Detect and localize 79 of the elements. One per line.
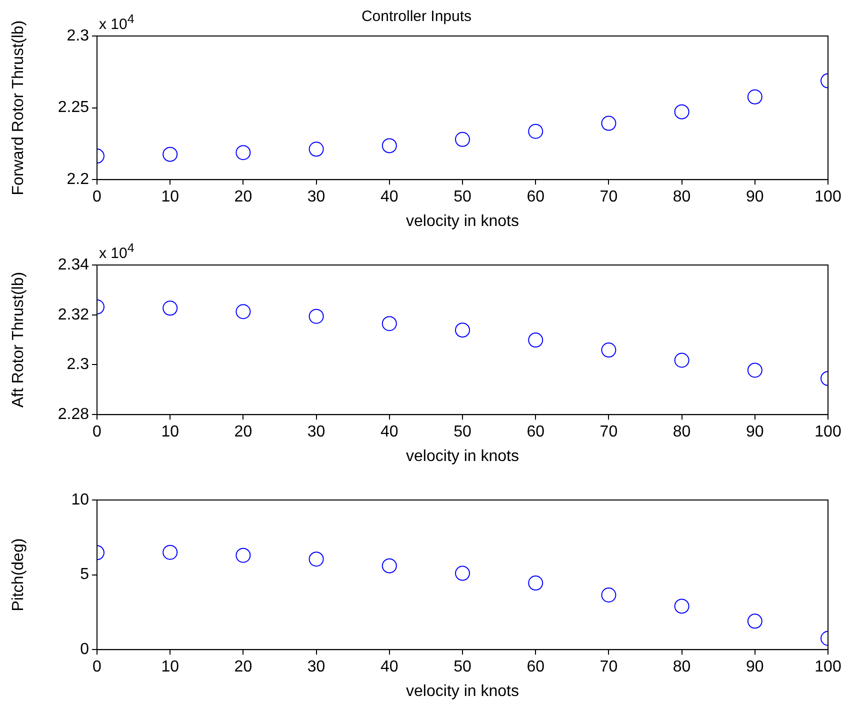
x-tick-label: 100 bbox=[814, 424, 842, 441]
x-tick-label: 40 bbox=[380, 424, 398, 441]
text: x 10$^{4}$ bbox=[99, 12, 134, 33]
point bbox=[528, 576, 544, 591]
point bbox=[528, 124, 544, 139]
point bbox=[455, 132, 470, 147]
point bbox=[455, 566, 470, 581]
x-tick-label: 60 bbox=[526, 188, 545, 206]
point bbox=[747, 362, 762, 378]
point bbox=[674, 352, 690, 368]
x-tick-label: 60 bbox=[526, 658, 545, 676]
x-tick-label: 30 bbox=[307, 424, 326, 441]
y-tick-label: 2.32 bbox=[58, 306, 90, 324]
point bbox=[308, 308, 324, 324]
y-tick-label: 2.25 bbox=[58, 99, 90, 116]
y-tick-label: 2.3 bbox=[66, 27, 90, 44]
chart-title: Controller Inputs bbox=[361, 8, 472, 26]
point bbox=[308, 552, 324, 567]
x-tick-label: 80 bbox=[672, 658, 691, 676]
x-tick-label: 10 bbox=[161, 658, 180, 676]
y-tick-label: 2.2 bbox=[66, 171, 90, 188]
x-tick-label: 20 bbox=[234, 658, 252, 676]
point bbox=[382, 138, 397, 154]
x-axis-title: velocity in knots bbox=[406, 212, 519, 230]
point bbox=[162, 544, 178, 560]
x-tick-label: 40 bbox=[380, 188, 398, 206]
x-tick-label: 30 bbox=[307, 658, 326, 676]
y-tick-label: 5 bbox=[80, 566, 90, 584]
x-tick-label: 50 bbox=[454, 424, 472, 441]
x-tick-label: 90 bbox=[746, 188, 764, 206]
x-tick-label: 70 bbox=[600, 658, 618, 676]
point bbox=[236, 145, 251, 160]
x-tick-label: 30 bbox=[307, 188, 326, 206]
x-axis-title: velocity in knots bbox=[406, 448, 519, 465]
x-axis-title: velocity in knots bbox=[406, 682, 519, 700]
text: x 10$^{4}$ bbox=[99, 241, 134, 262]
y-axis-title: Aft Rotor Thrust(lb) bbox=[10, 272, 28, 408]
y-tick-label: 2.28 bbox=[58, 406, 90, 424]
x-tick-label: 80 bbox=[672, 188, 691, 206]
point bbox=[308, 142, 324, 157]
point bbox=[236, 548, 251, 563]
y-axis-title: Pitch(deg) bbox=[10, 538, 28, 612]
x-tick-label: 0 bbox=[92, 658, 102, 676]
point bbox=[162, 146, 178, 162]
x-tick-label: 40 bbox=[380, 658, 398, 676]
x-tick-label: 100 bbox=[814, 188, 842, 206]
x-tick-label: 80 bbox=[672, 424, 691, 441]
point bbox=[601, 116, 616, 131]
point bbox=[601, 342, 616, 358]
y-axis-title: Forward Rotor Thrust(lb) bbox=[10, 20, 28, 196]
point bbox=[674, 104, 690, 120]
point bbox=[382, 558, 397, 574]
y-tick-label: 2.3 bbox=[66, 356, 90, 374]
x-tick-label: 0 bbox=[92, 424, 102, 441]
point bbox=[162, 300, 178, 316]
y-tick-label: 0 bbox=[80, 641, 90, 658]
x-tick-label: 50 bbox=[454, 658, 472, 676]
point bbox=[674, 598, 690, 614]
x-tick-label: 20 bbox=[234, 424, 252, 441]
x-tick-label: 0 bbox=[92, 188, 102, 206]
point bbox=[236, 304, 251, 320]
y-tick-label: 2.34 bbox=[58, 256, 90, 274]
x-tick-label: 100 bbox=[814, 658, 842, 676]
point bbox=[455, 322, 470, 338]
x-tick-label: 90 bbox=[746, 424, 764, 441]
x-tick-label: 10 bbox=[161, 424, 180, 441]
x-tick-label: 10 bbox=[161, 188, 180, 206]
x-tick-label: 60 bbox=[526, 424, 545, 441]
x-tick-label: 70 bbox=[600, 424, 618, 441]
x-tick-label: 90 bbox=[746, 658, 764, 676]
x-tick-label: 20 bbox=[234, 188, 252, 206]
y-tick-label: 10 bbox=[71, 491, 90, 508]
x-tick-label: 50 bbox=[454, 188, 472, 206]
point bbox=[747, 89, 762, 104]
point bbox=[382, 316, 397, 332]
x-tick-label: 70 bbox=[600, 188, 618, 206]
point bbox=[747, 614, 762, 629]
point bbox=[528, 332, 544, 348]
point bbox=[601, 587, 616, 602]
